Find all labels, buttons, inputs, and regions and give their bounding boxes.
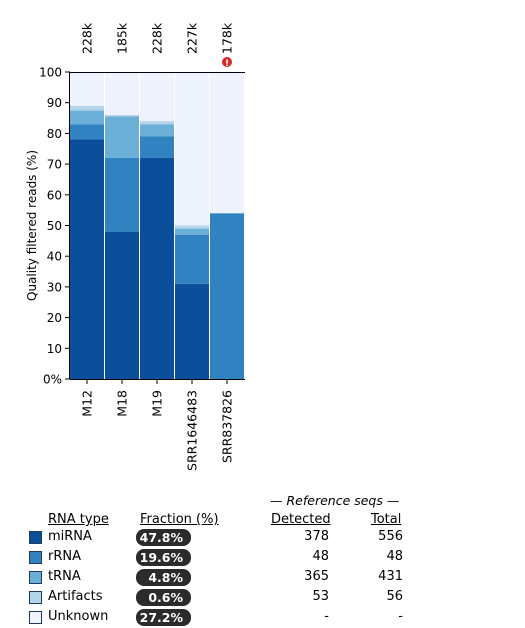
reference-seqs-header: — Reference seqs — <box>270 493 400 508</box>
x-tick-label: SRR837826 <box>220 390 235 463</box>
fraction-badge: 4.8% <box>136 569 191 586</box>
bar-segment-rrna <box>70 124 104 140</box>
read-count-label: 228k <box>150 22 165 54</box>
warning-icon-glyph: ! <box>225 59 229 69</box>
y-tick-label: 70 <box>47 158 62 172</box>
rna-type-label: miRNA <box>48 529 92 544</box>
fraction-header: Fraction (%) <box>140 512 219 527</box>
bar-segment-rrna <box>105 157 139 232</box>
y-tick-label: 50 <box>47 219 62 233</box>
total-header: Total <box>371 512 402 527</box>
rna-type-label: rRNA <box>48 549 81 564</box>
total-count: 56 <box>386 589 403 604</box>
legend-row-rrna: rRNA 19.6% 48 48 <box>27 548 417 568</box>
y-tick-label: 10 <box>47 342 62 356</box>
x-tick-label: M19 <box>150 390 165 417</box>
mirna-color-swatch <box>29 531 42 544</box>
fraction-badge: 19.6% <box>136 549 191 566</box>
rna-type-label: Artifacts <box>48 589 103 604</box>
y-axis-label: Quality filtered reads (%) <box>25 150 39 301</box>
bar-segment-unknown <box>140 72 174 122</box>
total-count: 431 <box>378 569 403 584</box>
read-count-label: 185k <box>115 22 130 54</box>
bar-segment-artifacts <box>105 114 139 117</box>
bar-segment-trna <box>70 110 104 125</box>
x-tick-label: SRR1646483 <box>185 390 200 471</box>
y-tick-label: 60 <box>47 188 62 202</box>
detected-count: 365 <box>304 569 329 584</box>
bar-segment-mirna <box>175 283 209 379</box>
bar-segment-artifacts <box>140 121 174 125</box>
legend-row-artifacts: Artifacts 0.6% 53 56 <box>27 588 417 608</box>
detected-count: 48 <box>312 549 329 564</box>
unknown-color-swatch <box>29 611 42 624</box>
y-tick-label: 90 <box>47 96 62 110</box>
stacked-bar-chart: 0% 10 20 30 40 50 60 70 80 90 100 Quality filtered … <box>25 22 245 471</box>
detected-header: Detected <box>271 512 331 527</box>
rna-type-header: RNA type <box>48 512 109 527</box>
artifacts-color-swatch <box>29 591 42 604</box>
rna-type-label: tRNA <box>48 569 81 584</box>
bar-segment-rrna <box>175 234 209 284</box>
y-tick-label: 0% <box>43 373 62 387</box>
total-count: 48 <box>386 549 403 564</box>
fraction-badge: 27.2% <box>136 609 191 626</box>
legend-row-trna: tRNA 4.8% 365 431 <box>27 568 417 588</box>
bar-segment-artifacts <box>70 105 104 111</box>
read-count-label: 228k <box>80 22 95 54</box>
total-count: - <box>398 609 403 624</box>
legend-row-unknown: Unknown 27.2% - - <box>27 608 417 628</box>
read-count-label: 227k <box>185 22 200 54</box>
y-tick-label: 40 <box>47 250 62 264</box>
bar-segment-trna <box>175 228 209 235</box>
detected-count: 378 <box>304 529 329 544</box>
legend-row-mirna: miRNA 47.8% 378 556 <box>27 528 417 548</box>
detected-count: 53 <box>312 589 329 604</box>
fraction-badge: 0.6% <box>136 589 191 606</box>
bar-segment-trna <box>105 116 139 158</box>
bar-segment-artifacts <box>175 225 209 229</box>
bar-segment-unknown <box>210 72 244 214</box>
bar-segment-unknown <box>105 72 139 115</box>
y-tick-label: 30 <box>47 280 62 294</box>
total-count: 556 <box>378 529 403 544</box>
bar-segment-unknown <box>175 72 209 226</box>
rna-type-label: Unknown <box>48 609 109 624</box>
bar-segment-rrna <box>210 213 244 379</box>
warning-icon <box>222 57 232 67</box>
rrna-color-swatch <box>29 551 42 564</box>
bar-segment-mirna <box>70 139 104 379</box>
read-count-label: 178k <box>220 22 235 54</box>
x-tick-label: M18 <box>115 390 130 417</box>
trna-color-swatch <box>29 571 42 584</box>
y-tick-label: 80 <box>47 127 62 141</box>
bar-segment-trna <box>140 124 174 137</box>
bar-segment-mirna <box>140 157 174 379</box>
bar-segment-rrna <box>140 136 174 158</box>
bar-segment-mirna <box>105 231 139 379</box>
y-tick-label: 20 <box>47 311 62 325</box>
bar-segment-unknown <box>70 72 104 106</box>
x-tick-label: M12 <box>80 390 95 417</box>
detected-count: - <box>324 609 329 624</box>
fraction-badge: 47.8% <box>136 529 191 546</box>
y-tick-label: 100 <box>39 66 62 80</box>
